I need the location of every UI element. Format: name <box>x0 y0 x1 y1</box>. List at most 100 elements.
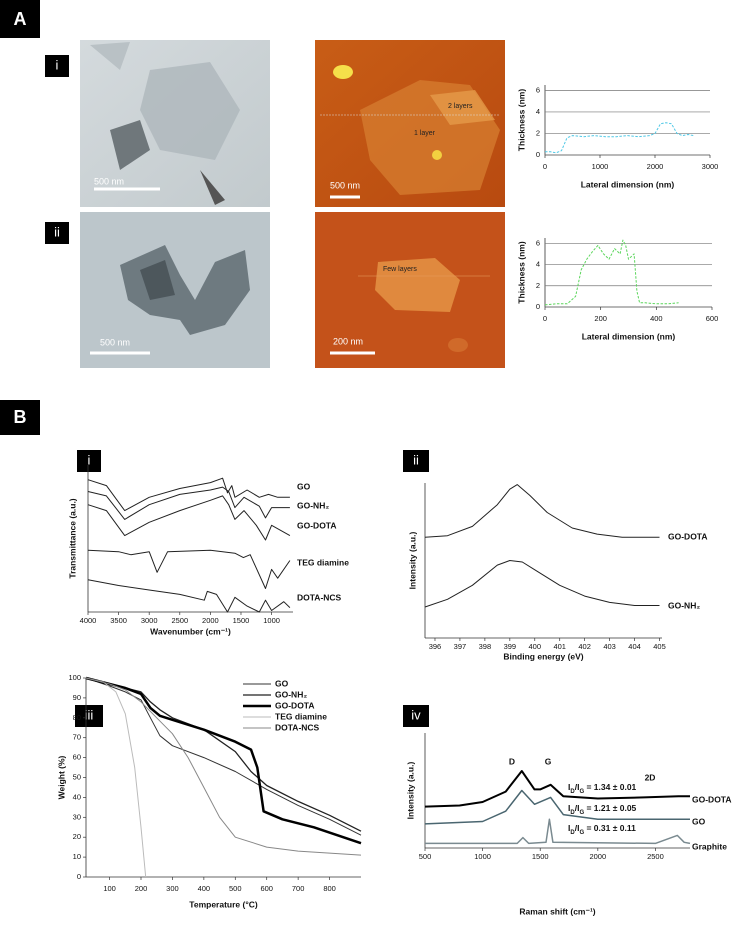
sub-label-box <box>77 450 101 472</box>
sub-label: i <box>88 452 91 467</box>
scale-label: 200 nm <box>333 336 363 346</box>
afm-image <box>315 40 505 207</box>
panel-label-box <box>0 0 40 38</box>
sub-label-box <box>45 55 69 77</box>
panel-label: B <box>14 407 27 427</box>
annotation-part: /I <box>575 823 580 833</box>
ratio-annotation: ID/IG = 0.31 ± 0.11 <box>568 823 636 835</box>
y-tick-label: 2 <box>536 128 540 137</box>
x-tick-label: 3000 <box>141 616 158 625</box>
tem-image <box>80 212 270 368</box>
ratio-annotation: ID/IG = 1.34 ± 0.01 <box>568 782 637 794</box>
legend-label: GO <box>275 678 289 688</box>
annotation-part: G <box>579 810 584 816</box>
x-axis-title: Temperature (°C) <box>189 899 258 909</box>
series-label: GO <box>297 481 311 491</box>
scale-label: 500 nm <box>100 337 130 347</box>
data-line <box>87 579 291 613</box>
afm-note: 2 layers <box>448 103 473 110</box>
series-label: TEG diamine <box>297 557 349 567</box>
y-axis-title: Weight (%) <box>56 755 66 799</box>
sub-label-box <box>75 705 103 727</box>
peak-label: 2D <box>645 772 656 782</box>
x-tick-label: 3000 <box>702 162 719 171</box>
data-line <box>85 677 362 836</box>
series-label: GO-DOTA <box>668 531 708 541</box>
data-line <box>424 484 660 538</box>
y-axis-title: Thickness (nm) <box>516 89 526 152</box>
data-line <box>424 770 690 808</box>
y-tick-label: 4 <box>536 260 540 269</box>
sub-label-box <box>45 222 69 244</box>
y-tick-label: 10 <box>73 852 81 861</box>
y-tick-label: 0 <box>77 872 81 881</box>
data-line <box>87 495 291 541</box>
y-axis-title: Transmittance (a.u.) <box>67 498 77 578</box>
sub-label: iv <box>411 707 421 722</box>
x-tick-label: 800 <box>323 884 336 893</box>
annotation-part: = 0.31 ± 0.11 <box>584 823 636 833</box>
series-label: GO-DOTA <box>692 794 732 804</box>
ratio-annotation: ID/IG = 1.21 ± 0.05 <box>568 803 637 815</box>
y-axis-title: Intensity (a.u.) <box>405 762 415 820</box>
annotation-part: = 1.34 ± 0.01 <box>584 782 636 792</box>
scale-label: 500 nm <box>94 176 124 186</box>
panel-label: A <box>14 9 27 29</box>
x-tick-label: 1000 <box>592 162 609 171</box>
x-axis-title: Binding energy (eV) <box>503 651 583 661</box>
x-axis-title: Lateral dimension (nm) <box>582 331 676 341</box>
y-tick-label: 100 <box>68 673 81 682</box>
y-tick-label: 50 <box>73 772 81 781</box>
x-tick-label: 2000 <box>589 852 606 861</box>
x-tick-label: 1500 <box>233 616 250 625</box>
x-tick-label: 4000 <box>80 616 97 625</box>
x-tick-label: 100 <box>103 884 116 893</box>
annotation-part: /I <box>575 782 580 792</box>
data-line <box>544 239 679 306</box>
series-label: Graphite <box>692 841 727 851</box>
x-axis-title: Wavenumber (cm⁻¹) <box>150 626 231 636</box>
x-tick-label: 1000 <box>474 852 491 861</box>
x-tick-label: 398 <box>479 642 492 651</box>
x-tick-label: 2000 <box>202 616 219 625</box>
annotation-part: D <box>570 789 575 795</box>
sub-label: ii <box>54 224 60 239</box>
x-tick-label: 1500 <box>532 852 549 861</box>
data-line <box>87 486 290 520</box>
x-tick-label: 500 <box>229 884 242 893</box>
x-tick-label: 400 <box>650 314 663 323</box>
y-axis-title: Intensity (a.u.) <box>407 532 417 590</box>
legend-label: DOTA-NCS <box>275 722 320 732</box>
y-tick-label: 2 <box>536 281 540 290</box>
y-tick-label: 90 <box>73 693 81 702</box>
y-tick-label: 70 <box>73 733 81 742</box>
scale-label: 500 nm <box>330 180 360 190</box>
y-tick-label: 6 <box>536 238 540 247</box>
x-tick-label: 200 <box>594 314 607 323</box>
data-line <box>85 676 362 845</box>
series-label: GO-DOTA <box>297 520 337 530</box>
annotation-part: I <box>568 823 570 833</box>
annotation-part: G <box>579 789 584 795</box>
x-tick-label: 2500 <box>171 616 188 625</box>
x-tick-label: 396 <box>429 642 442 651</box>
sub-label-box <box>403 450 429 472</box>
x-tick-label: 399 <box>504 642 517 651</box>
data-line <box>425 818 691 845</box>
legend-label: GO-NH₂ <box>275 689 307 699</box>
x-tick-label: 0 <box>543 162 547 171</box>
data-line <box>424 789 690 825</box>
x-tick-label: 401 <box>553 642 566 651</box>
x-tick-label: 402 <box>578 642 591 651</box>
data-line <box>85 677 362 856</box>
sub-label-box <box>403 705 429 727</box>
series-label: GO-NH₂ <box>297 500 329 510</box>
x-axis-title: Lateral dimension (nm) <box>581 179 675 189</box>
series-label: GO <box>692 816 706 826</box>
y-tick-label: 20 <box>73 832 81 841</box>
series-label: GO-NH₂ <box>668 600 700 610</box>
legend-label: GO-DOTA <box>275 700 315 710</box>
sub-label: ii <box>413 452 419 467</box>
x-tick-label: 600 <box>260 884 273 893</box>
